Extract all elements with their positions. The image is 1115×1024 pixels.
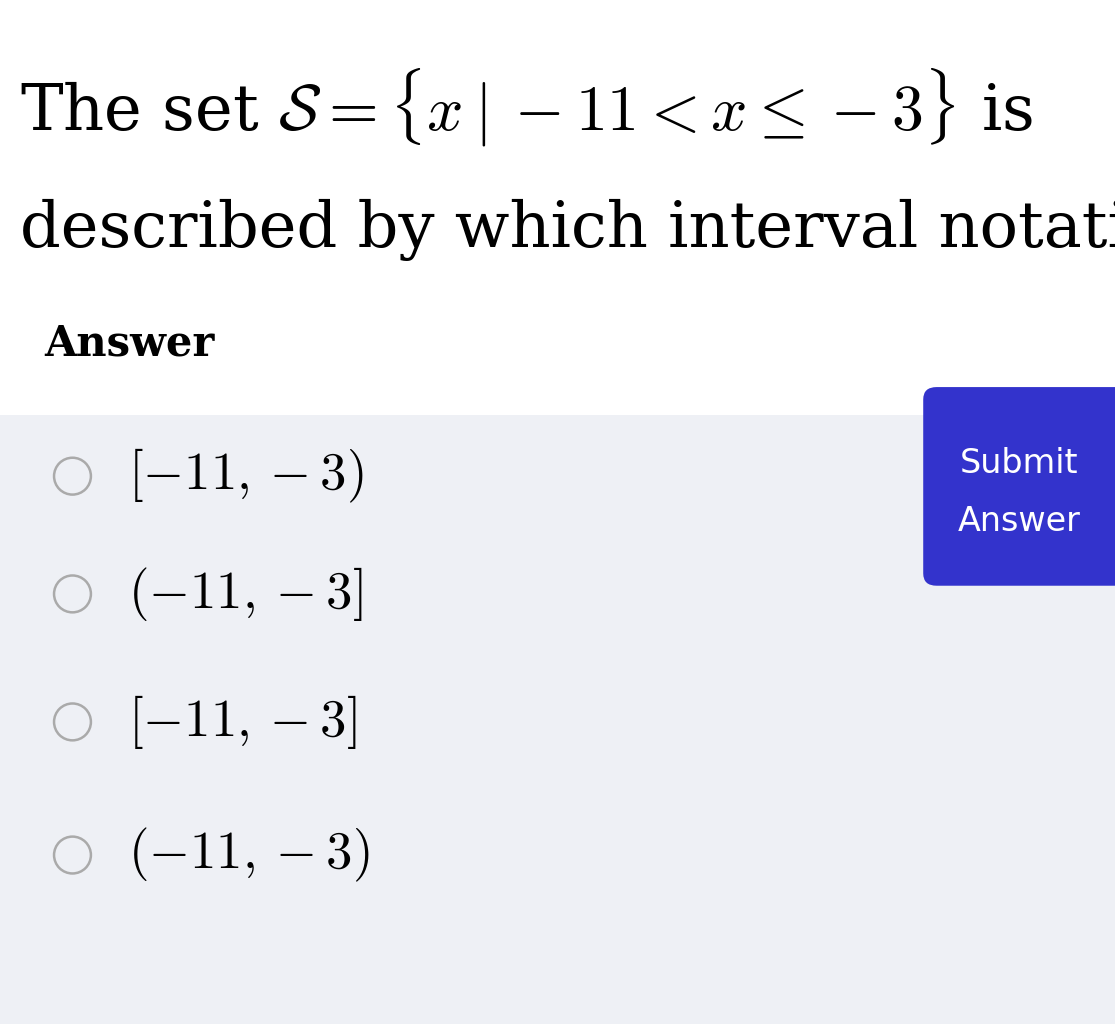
Text: Answer: Answer	[45, 322, 215, 365]
Bar	[0, 0, 1115, 415]
Text: Answer: Answer	[958, 505, 1080, 538]
Text: $(-11, -3]$: $(-11, -3]$	[128, 565, 362, 623]
Text: $[-11, -3)$: $[-11, -3)$	[128, 447, 363, 505]
Text: Submit: Submit	[960, 447, 1078, 480]
Bar	[0, 415, 1115, 1024]
Text: $[-11, -3]$: $[-11, -3]$	[128, 693, 357, 751]
FancyBboxPatch shape	[923, 387, 1115, 586]
Text: $(-11, -3)$: $(-11, -3)$	[128, 826, 370, 884]
Text: The set $\mathcal{S} = \{x\mid -11 < x \leq -3\}$ is: The set $\mathcal{S} = \{x\mid -11 < x \…	[20, 67, 1034, 148]
Text: described by which interval notation?: described by which interval notation?	[20, 200, 1115, 261]
